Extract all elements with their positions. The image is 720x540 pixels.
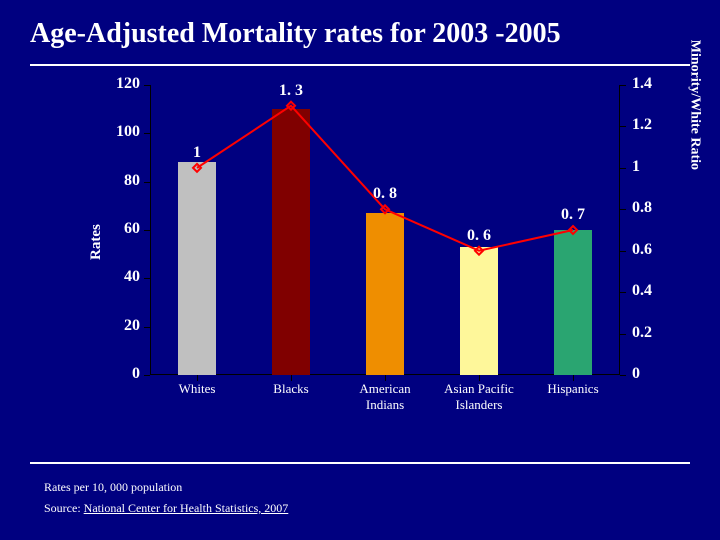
tick-right bbox=[620, 334, 626, 335]
footnote: Rates per 10, 000 population Source: Nat… bbox=[44, 480, 288, 516]
tick-right bbox=[620, 85, 626, 86]
category-label: American Indians bbox=[340, 381, 430, 413]
tick-right bbox=[620, 168, 626, 169]
tick-right bbox=[620, 209, 626, 210]
y-label-right: 1 bbox=[632, 158, 682, 176]
y-label-right: 0 bbox=[632, 365, 682, 383]
category-label: Asian PacificIslanders bbox=[434, 381, 524, 413]
category-label: Hispanics bbox=[528, 381, 618, 397]
y-label-left: 40 bbox=[90, 268, 140, 286]
line-value-label: 1. 3 bbox=[271, 82, 311, 100]
footnote-src-text: National Center for Health Statistics, 2… bbox=[84, 501, 289, 515]
category-label: Whites bbox=[152, 381, 242, 397]
y-label-left: 80 bbox=[90, 172, 140, 190]
line-value-label: 0. 8 bbox=[365, 185, 405, 203]
y-label-right: 1.4 bbox=[632, 75, 682, 93]
category-label: Blacks bbox=[246, 381, 336, 397]
y-label-right: 0.4 bbox=[632, 282, 682, 300]
chart-area: Rates Minority/White Ratio 11. 30. 80. 6… bbox=[0, 0, 720, 450]
y-axis-right-title: Minority/White Ratio bbox=[686, 40, 702, 170]
divider-bottom bbox=[30, 462, 690, 464]
footnote-source: Source: National Center for Health Stati… bbox=[44, 501, 288, 516]
y-label-right: 1.2 bbox=[632, 116, 682, 134]
line-value-label: 0. 6 bbox=[459, 227, 499, 245]
footnote-rate: Rates per 10, 000 population bbox=[44, 480, 288, 495]
tick-left bbox=[144, 375, 150, 376]
y-label-left: 60 bbox=[90, 220, 140, 238]
y-label-left: 0 bbox=[90, 365, 140, 383]
plot-area: 1 1. 3 0. 8 0. 6 0. 7 bbox=[150, 85, 620, 375]
y-label-left: 120 bbox=[90, 75, 140, 93]
line-value-label: 1 bbox=[177, 144, 217, 162]
y-label-left: 20 bbox=[90, 317, 140, 335]
tick-right bbox=[620, 375, 626, 376]
y-label-left: 100 bbox=[90, 123, 140, 141]
y-label-right: 0.6 bbox=[632, 241, 682, 259]
trend-line bbox=[197, 106, 573, 251]
y-label-right: 0.2 bbox=[632, 324, 682, 342]
y-label-right: 0.8 bbox=[632, 199, 682, 217]
line-series bbox=[150, 85, 620, 375]
tick-right bbox=[620, 251, 626, 252]
line-value-label: 0. 7 bbox=[553, 206, 593, 224]
tick-right bbox=[620, 292, 626, 293]
tick-right bbox=[620, 126, 626, 127]
slide: Age-Adjusted Mortality rates for 2003 -2… bbox=[0, 0, 720, 540]
footnote-src-prefix: Source: bbox=[44, 501, 81, 515]
